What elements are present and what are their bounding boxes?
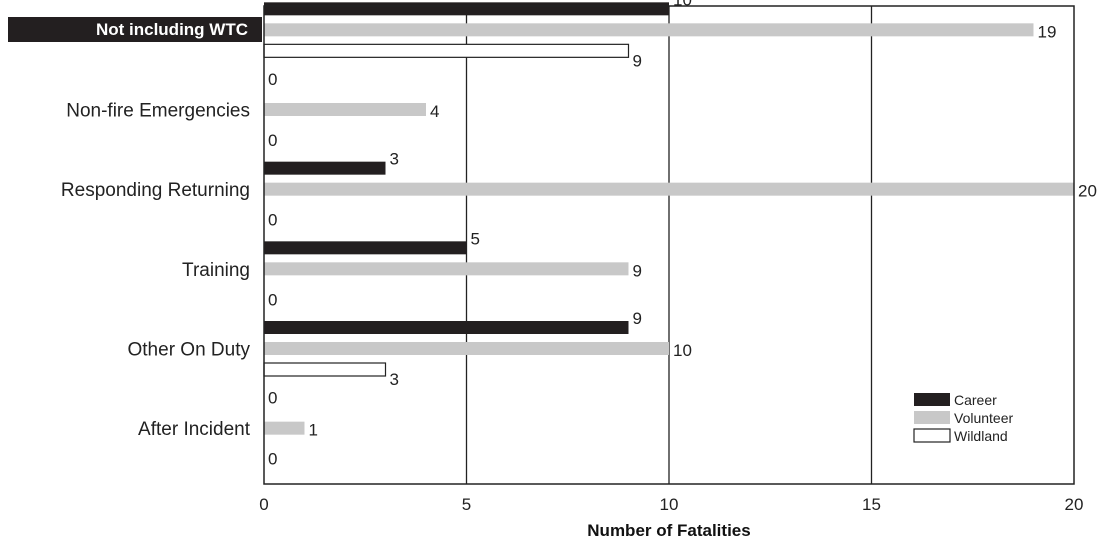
value-label: 9	[633, 261, 642, 280]
bar-wildland	[263, 362, 387, 377]
value-label: 3	[390, 150, 399, 169]
bars	[263, 2, 1074, 435]
banner-text: Not including WTC	[96, 20, 248, 39]
legend-swatch-career	[914, 393, 950, 406]
bar-volunteer	[264, 342, 669, 355]
bar-career	[264, 321, 629, 334]
bar-career	[264, 161, 386, 175]
bar-volunteer	[264, 103, 426, 116]
bar-volunteer	[264, 262, 629, 276]
legend-label: Career	[954, 392, 997, 408]
bar-volunteer	[264, 421, 305, 435]
plot-frame	[263, 5, 1075, 485]
category-label: Responding Returning	[61, 180, 250, 201]
legend-label: Wildland	[954, 428, 1008, 444]
value-labels: 1019904032005909103010	[268, 0, 1097, 469]
value-label: 5	[471, 229, 480, 248]
value-label: 10	[673, 341, 692, 360]
bar-career	[264, 241, 467, 255]
value-label: 0	[268, 131, 277, 150]
value-label: 19	[1038, 22, 1057, 41]
bar-career	[264, 2, 669, 16]
value-label: 9	[633, 51, 642, 70]
x-tick-label: 10	[660, 495, 679, 514]
bar-volunteer	[264, 23, 1034, 37]
value-label: 0	[268, 70, 277, 89]
legend-swatch-wildland	[913, 428, 951, 443]
x-tick-label: 15	[862, 495, 881, 514]
category-label: After Incident	[138, 419, 251, 440]
x-tick-label: 5	[462, 495, 471, 514]
value-label: 0	[268, 290, 277, 309]
category-label: Other On Duty	[128, 340, 251, 361]
x-tick-label: 20	[1065, 495, 1084, 514]
banner-background	[8, 17, 262, 42]
bar-wildland	[263, 43, 630, 58]
value-label: 20	[1078, 182, 1097, 201]
value-label: 10	[673, 0, 692, 9]
x-tick-label: 0	[259, 495, 268, 514]
bar-volunteer	[264, 182, 1074, 196]
banner: Not including WTC	[8, 17, 262, 42]
x-tick-labels: 0 5 10 15 20	[259, 495, 1083, 514]
value-label: 3	[390, 370, 399, 389]
value-label: 0	[268, 450, 277, 469]
category-label: Training	[182, 260, 250, 281]
legend-label: Volunteer	[954, 410, 1013, 426]
value-label: 0	[268, 211, 277, 230]
category-label: Non-fire Emergencies	[66, 101, 250, 122]
value-label: 1	[309, 421, 318, 440]
legend: Career Volunteer Wildland	[913, 392, 1013, 444]
value-label: 9	[633, 309, 642, 328]
x-axis-title: Number of Fatalities	[587, 521, 750, 540]
value-label: 4	[430, 102, 439, 121]
value-label: 0	[268, 389, 277, 408]
legend-swatch-volunteer	[914, 411, 950, 424]
